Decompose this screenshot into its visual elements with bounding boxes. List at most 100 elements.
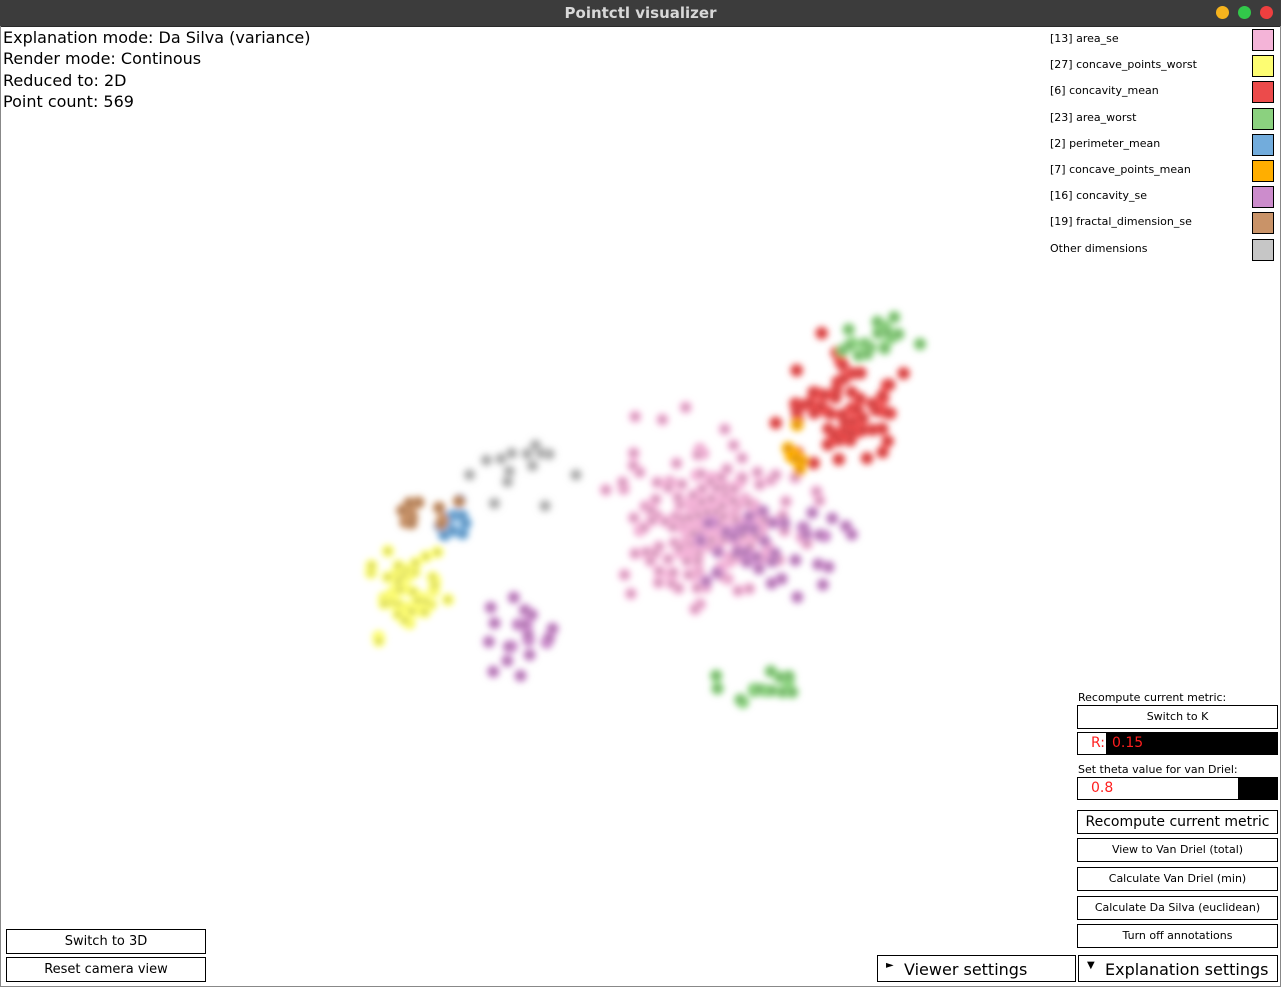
data-point-core — [843, 420, 847, 424]
data-point-core — [700, 500, 704, 504]
data-point-core — [880, 427, 884, 431]
data-point-core — [700, 487, 704, 491]
data-point-core — [691, 531, 695, 536]
data-point-core — [657, 569, 661, 573]
data-point-core — [892, 315, 896, 320]
data-point-core — [652, 551, 657, 555]
data-point-core — [415, 598, 420, 602]
reduced-to-text: Reduced to: 2D — [3, 70, 127, 90]
data-point-core — [696, 513, 701, 518]
data-point-core — [795, 595, 800, 599]
data-point-core — [650, 518, 654, 523]
point-cloud[interactable] — [1, 26, 1281, 987]
data-point-core — [896, 332, 901, 336]
data-point-core — [811, 461, 816, 465]
data-point-core — [451, 529, 455, 533]
data-point-core — [699, 539, 703, 543]
data-point-core — [848, 438, 853, 443]
data-point-core — [424, 554, 428, 559]
maximize-button[interactable] — [1238, 6, 1251, 19]
data-point-core — [821, 583, 825, 587]
data-point-core — [723, 427, 727, 432]
data-point-core — [648, 559, 653, 563]
viewer-canvas[interactable]: Explanation mode: Da Silva (variance) Re… — [0, 26, 1281, 987]
data-point-core — [732, 487, 736, 491]
data-point-core — [719, 475, 723, 480]
data-point-core — [757, 482, 762, 487]
data-point-core — [530, 463, 535, 468]
data-point-core — [844, 524, 848, 528]
legend-label: [6] concavity_mean — [1050, 84, 1159, 98]
data-point-core — [632, 516, 636, 520]
data-point-core — [882, 346, 887, 351]
reset-camera-button[interactable]: Reset camera view — [6, 957, 206, 982]
data-point-core — [805, 541, 809, 546]
data-point-core — [460, 513, 464, 518]
data-point-core — [780, 513, 785, 518]
calc-da-silva-button[interactable]: Calculate Da Silva (euclidean) — [1077, 896, 1278, 920]
legend-color-swatch — [1252, 29, 1274, 51]
data-point-core — [761, 509, 765, 513]
data-point-core — [530, 613, 534, 617]
r-value-field[interactable]: R: 0.15 — [1077, 732, 1278, 755]
data-point-core — [505, 479, 510, 484]
data-point-core — [793, 456, 798, 461]
data-point-core — [769, 669, 773, 674]
data-point-core — [797, 468, 802, 472]
calc-van-driel-button[interactable]: Calculate Van Driel (min) — [1077, 867, 1278, 891]
turn-off-annotations-button[interactable]: Turn off annotations — [1077, 924, 1278, 948]
data-point-core — [793, 475, 797, 480]
data-point-core — [807, 401, 812, 406]
data-point-core — [748, 544, 753, 548]
data-point-core — [430, 575, 435, 580]
data-point-core — [782, 521, 787, 525]
data-point-core — [396, 579, 401, 584]
data-point-core — [683, 405, 688, 410]
data-point-core — [828, 412, 833, 416]
theta-value-field[interactable]: 0.8 — [1077, 777, 1278, 800]
legend-item: Other dimensions — [1050, 238, 1280, 265]
data-point-core — [709, 479, 713, 484]
data-point-core — [527, 653, 532, 657]
data-point-core — [846, 327, 851, 332]
data-point-core — [382, 601, 387, 606]
data-point-core — [507, 644, 511, 649]
data-point-core — [850, 431, 854, 435]
data-point-core — [522, 622, 527, 627]
data-point-core — [706, 521, 710, 525]
data-point-core — [663, 519, 668, 524]
data-point-core — [770, 688, 774, 693]
data-point-core — [733, 517, 738, 522]
render-mode-text: Render mode: Continous — [3, 49, 202, 69]
data-point-core — [435, 550, 440, 554]
data-point-core — [526, 633, 530, 637]
data-point-core — [633, 551, 637, 556]
explanation-settings-dropdown[interactable]: ▼ Explanation settings — [1078, 955, 1278, 982]
legend-label: [23] area_worst — [1050, 110, 1137, 124]
data-point-core — [778, 675, 782, 680]
data-point-core — [525, 452, 529, 456]
close-button[interactable] — [1260, 6, 1273, 19]
data-point-core — [509, 451, 514, 456]
view-van-driel-button[interactable]: View to Van Driel (total) — [1077, 838, 1278, 862]
data-point-core — [855, 407, 860, 412]
data-point-core — [670, 582, 674, 586]
data-point-core — [782, 529, 787, 533]
data-point-core — [811, 390, 816, 395]
recompute-current-metric-button[interactable]: Recompute current metric — [1077, 810, 1278, 834]
data-point-core — [629, 591, 633, 596]
minimize-button[interactable] — [1216, 6, 1229, 19]
data-point-core — [492, 501, 497, 506]
data-point-core — [411, 590, 415, 594]
data-point-core — [755, 470, 760, 475]
viewer-settings-dropdown[interactable]: ► Viewer settings — [877, 955, 1076, 982]
data-point-core — [396, 563, 401, 568]
data-point-core — [547, 452, 551, 456]
data-point-core — [622, 573, 627, 577]
data-point-core — [400, 508, 405, 513]
data-point-core — [747, 514, 751, 519]
data-point-core — [790, 690, 794, 694]
switch-to-k-button[interactable]: Switch to K — [1077, 705, 1278, 729]
switch-to-3d-button[interactable]: Switch to 3D — [6, 929, 206, 954]
data-point-core — [686, 573, 691, 577]
